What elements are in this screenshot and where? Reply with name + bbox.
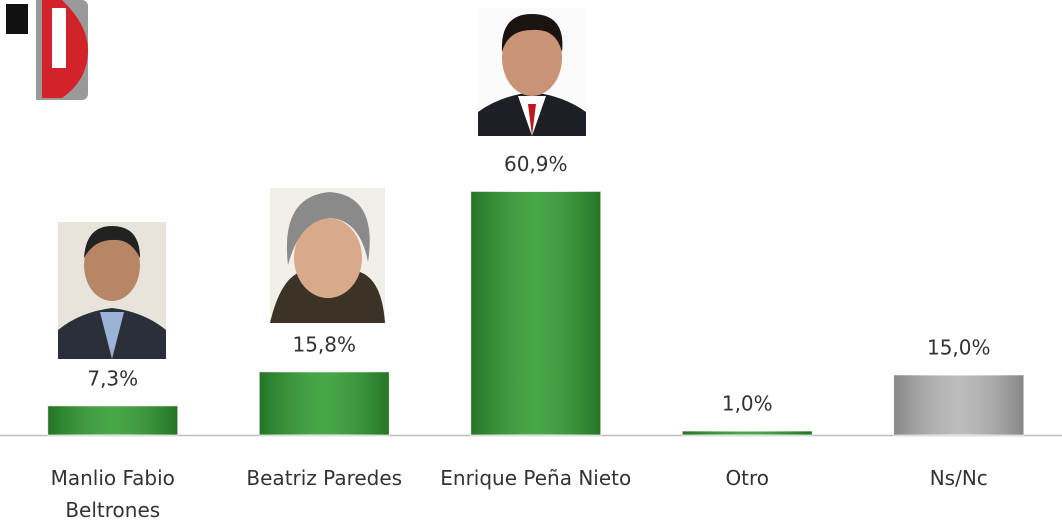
- x-tick-label: Beatriz Paredes: [224, 462, 424, 494]
- x-tick-label: Enrique Peña Nieto: [436, 462, 636, 494]
- bar-shade: [259, 372, 389, 435]
- value-label: 15,0%: [927, 336, 991, 360]
- chart: 7,3% 15,8% 60,9% 1,0% 15,0%: [0, 0, 1062, 526]
- x-tick-label: Otro: [647, 462, 847, 494]
- page: 7,3%15,8%60,9%1,0%15,0% (() => { const d…: [0, 0, 1062, 526]
- value-label: 15,8%: [292, 332, 356, 356]
- value-label: 60,9%: [504, 152, 568, 176]
- value-label: 1,0%: [722, 392, 773, 416]
- logo: [0, 0, 88, 100]
- bar-shade: [682, 431, 812, 435]
- bar-shade: [471, 191, 601, 435]
- value-label: 7,3%: [87, 366, 138, 390]
- photo: [58, 222, 166, 359]
- bar-shade: [894, 375, 1024, 435]
- photo: [478, 8, 586, 136]
- bar-shade: [48, 406, 178, 435]
- x-tick-label: Manlio Fabio Beltrones: [38, 462, 188, 526]
- x-tick-label: Ns/Nc: [859, 462, 1059, 494]
- photo: [270, 188, 385, 323]
